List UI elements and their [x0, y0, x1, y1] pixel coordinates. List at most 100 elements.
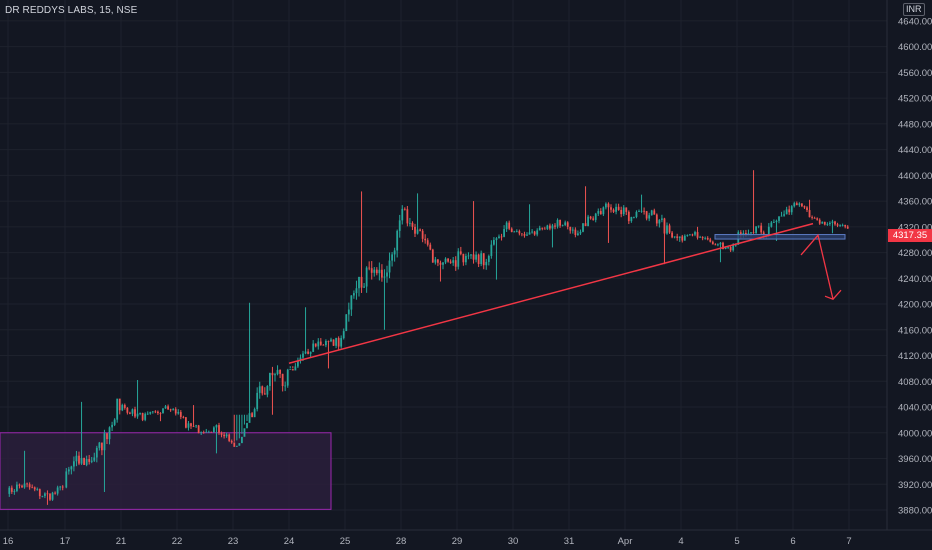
candle-body — [523, 234, 526, 236]
price-tick-label: 4120.00 — [898, 351, 932, 362]
candle-body — [554, 225, 556, 227]
candle-body — [493, 240, 495, 245]
candle-body — [442, 262, 444, 265]
candle-body — [599, 211, 602, 215]
candle-body — [462, 253, 465, 263]
candle-body — [711, 241, 714, 245]
candle-body — [223, 434, 225, 437]
candle-body — [210, 431, 213, 433]
candle-body — [490, 244, 493, 257]
candle-body — [543, 228, 546, 230]
candle-body — [775, 220, 778, 223]
candle-body — [528, 232, 531, 235]
candle-body — [668, 225, 671, 233]
candle-body — [801, 203, 803, 207]
candle-body — [477, 254, 480, 265]
candle-body — [279, 369, 281, 374]
candle-body — [793, 203, 796, 207]
candle-body — [179, 412, 182, 417]
symbol-title[interactable]: DR REDDYS LABS, 15, NSE — [5, 5, 138, 16]
candle-body — [780, 215, 783, 217]
candle-body — [643, 210, 645, 212]
candle-body — [44, 493, 46, 496]
candle-body — [505, 222, 508, 230]
candle-body — [258, 386, 261, 393]
candle-body — [834, 221, 836, 225]
candle-body — [831, 221, 834, 223]
candle-body — [70, 466, 73, 470]
candle-body — [182, 416, 185, 418]
candle-body — [434, 259, 437, 263]
candle-body — [281, 373, 284, 387]
currency-badge[interactable]: INR — [903, 3, 925, 16]
candle-body — [826, 224, 829, 225]
candle-body — [661, 218, 663, 220]
candle-body — [577, 233, 579, 235]
time-tick-label: 24 — [284, 536, 295, 547]
candle-body — [65, 471, 68, 488]
price-tick-label: 4320.00 — [898, 222, 932, 233]
time-tick-label: 17 — [60, 536, 71, 547]
candle-body — [459, 251, 462, 254]
time-tick-label: 5 — [734, 536, 739, 547]
candle-body — [251, 413, 253, 418]
candle-body — [419, 229, 421, 231]
price-tick-label: 4200.00 — [898, 300, 932, 311]
candle-body — [503, 229, 505, 237]
candle-body — [36, 489, 39, 490]
candle-body — [790, 206, 793, 213]
candle-body — [533, 231, 536, 235]
candle-body — [18, 484, 21, 486]
candle-body — [526, 234, 528, 236]
candle-body — [230, 440, 233, 443]
candle-body — [373, 269, 376, 273]
candle-body — [54, 492, 56, 494]
candle-body — [620, 209, 623, 215]
candle-body — [241, 436, 243, 444]
candle-body — [755, 226, 757, 234]
time-tick-label: 30 — [508, 536, 519, 547]
candle-body — [31, 487, 34, 489]
candle-body — [521, 233, 523, 235]
candle-body — [350, 295, 353, 310]
price-tick-label: 4480.00 — [898, 119, 932, 130]
candle-body — [314, 343, 317, 347]
candle-body — [162, 408, 164, 414]
candle-body — [75, 455, 78, 462]
candle-body — [136, 413, 139, 417]
candle-body — [701, 236, 704, 239]
candle-body — [101, 442, 103, 451]
candle-body — [485, 261, 488, 266]
candle-body — [200, 432, 203, 434]
candle-body — [816, 218, 819, 220]
candle-body — [347, 309, 350, 315]
candle-body — [541, 227, 544, 229]
candle-body — [225, 434, 228, 437]
candle-body — [694, 232, 696, 235]
candle-body — [655, 214, 658, 224]
candle-body — [141, 412, 144, 420]
price-tick-label: 4400.00 — [898, 171, 932, 182]
candle-body — [627, 211, 630, 222]
candle-body — [767, 226, 770, 236]
candle-body — [393, 250, 396, 255]
time-tick-label: 31 — [564, 536, 575, 547]
candle-body — [724, 247, 727, 250]
projection-path — [800, 233, 834, 300]
candle-body — [717, 244, 719, 246]
last-price-tag: 4317.35 — [888, 229, 932, 242]
price-tick-label: 4280.00 — [898, 248, 932, 259]
candle-body — [561, 224, 564, 226]
candle-body — [61, 486, 64, 488]
candle-body — [536, 230, 539, 235]
price-tick-label: 4640.00 — [898, 16, 932, 27]
candle-body — [635, 211, 638, 217]
candle-body — [615, 206, 617, 212]
candle-body — [345, 314, 348, 332]
candle-body — [719, 242, 722, 245]
candle-body — [309, 351, 312, 354]
candle-body — [508, 222, 511, 229]
candle-body — [729, 247, 732, 251]
candle-body — [806, 207, 808, 211]
